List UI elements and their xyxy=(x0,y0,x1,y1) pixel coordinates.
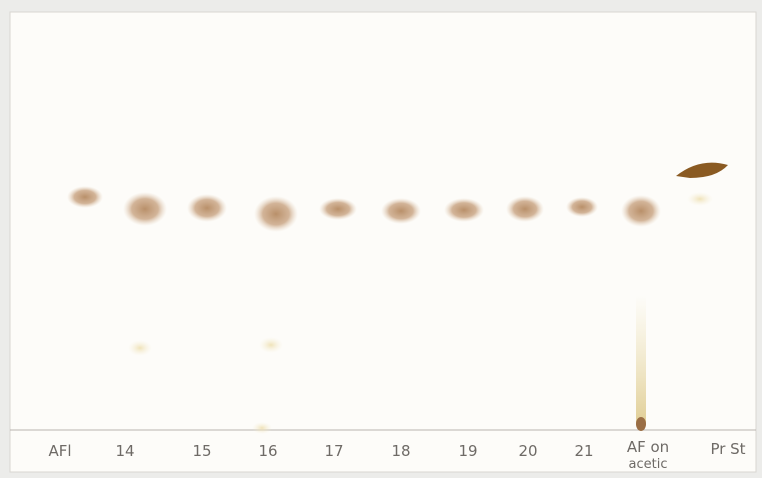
spot xyxy=(636,417,646,431)
lane-label: 19 xyxy=(458,442,477,460)
lane-note: acetic xyxy=(629,457,668,472)
lane-label: 14 xyxy=(115,442,134,460)
spot xyxy=(259,337,283,353)
spot xyxy=(566,197,598,217)
spot xyxy=(67,186,103,208)
spot xyxy=(254,196,298,232)
lane-label: 16 xyxy=(258,442,277,460)
spot xyxy=(621,195,661,227)
spot xyxy=(506,196,544,222)
spot xyxy=(252,422,272,434)
spot xyxy=(381,198,421,224)
spot xyxy=(123,192,167,226)
spot xyxy=(319,198,357,220)
lane-label: 15 xyxy=(192,442,211,460)
streak xyxy=(636,295,646,425)
spot xyxy=(687,192,713,206)
spots xyxy=(67,162,728,434)
lane-labels: AFl 14 15 16 17 18 19 20 21 AF on acetic… xyxy=(48,438,745,472)
lane-label: AFl xyxy=(48,442,71,460)
lane-label: 20 xyxy=(518,442,537,460)
lane-label: Pr St xyxy=(710,440,745,458)
lane-label: 18 xyxy=(391,442,410,460)
spot xyxy=(128,340,152,356)
lane-label: 21 xyxy=(574,442,593,460)
plate xyxy=(9,11,757,473)
spot xyxy=(444,198,484,222)
spot xyxy=(187,194,227,222)
lane-label: AF on xyxy=(627,438,669,456)
standard-spot xyxy=(676,162,728,178)
lane-label: 17 xyxy=(324,442,343,460)
